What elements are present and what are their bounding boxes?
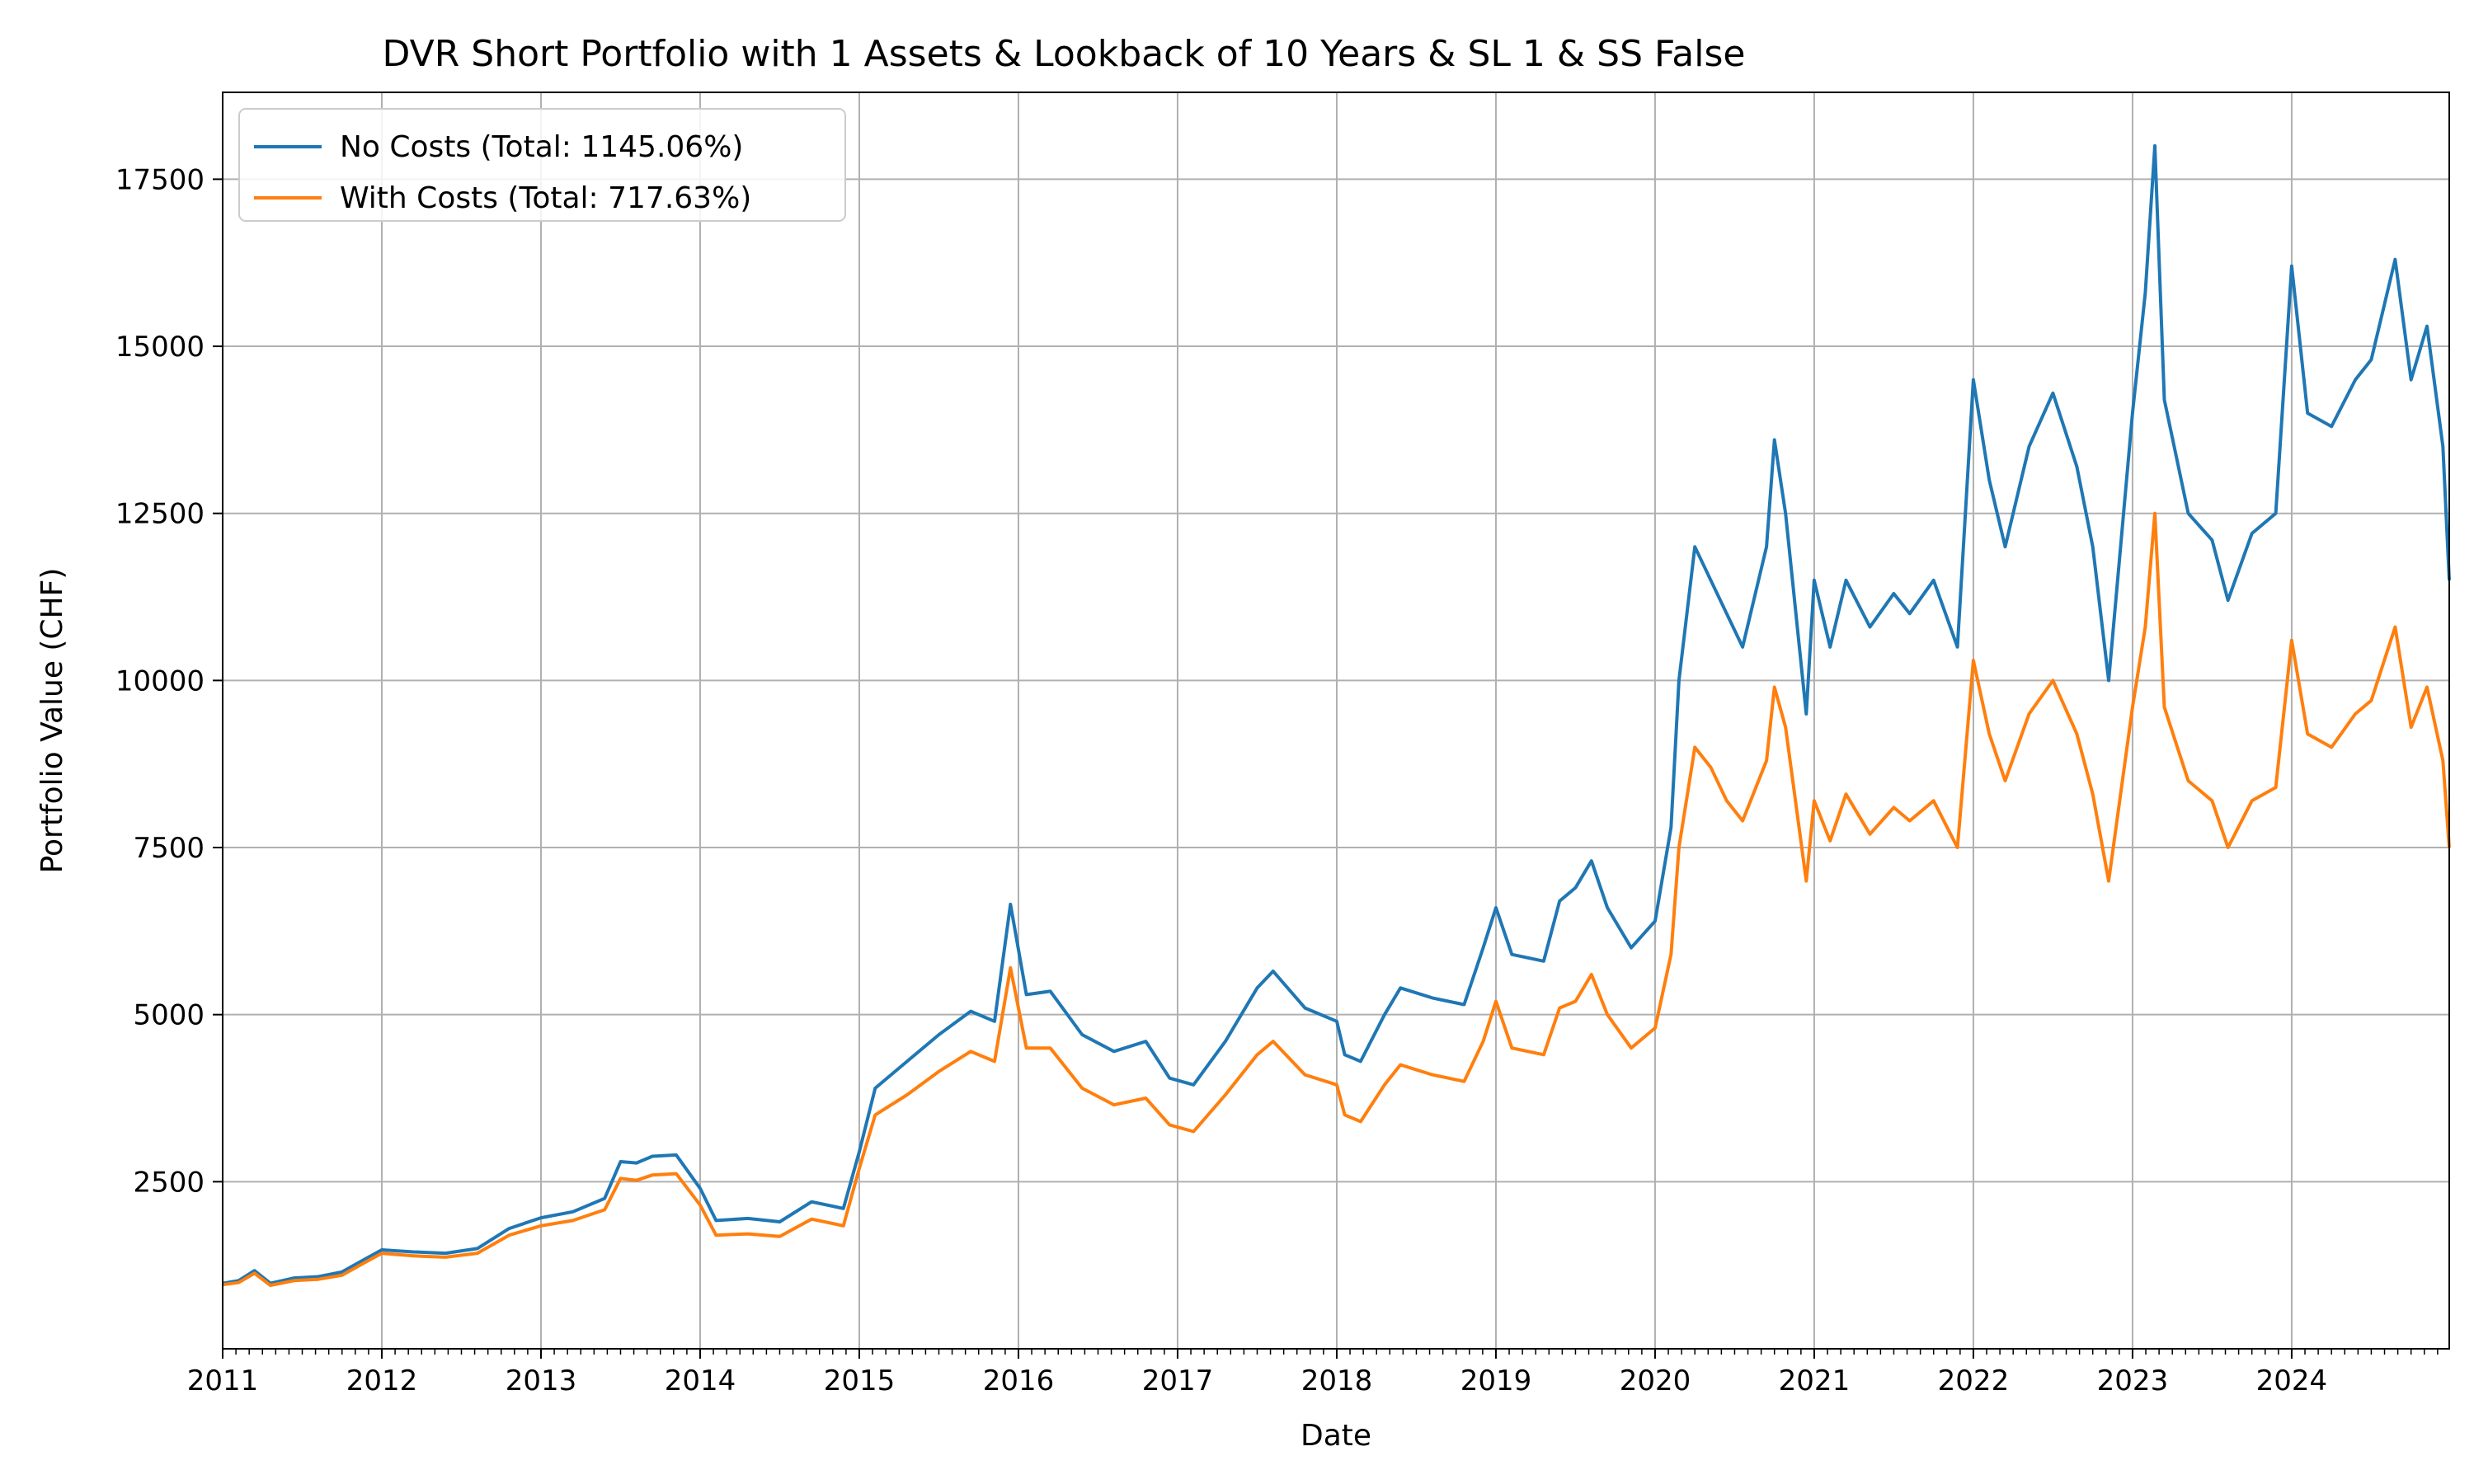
y-tick-label: 17500: [115, 163, 205, 196]
y-tick-label: 7500: [133, 832, 205, 865]
x-tick-label: 2024: [2256, 1364, 2328, 1397]
legend-entry-no-costs: No Costs (Total: 1145.06%): [340, 130, 743, 164]
x-axis-label: Date: [1300, 1419, 1371, 1453]
x-tick-label: 2012: [346, 1364, 418, 1397]
x-tick-label: 2022: [1938, 1364, 2010, 1397]
x-tick-label: 2011: [187, 1364, 259, 1397]
y-tick-label: 2500: [133, 1166, 205, 1199]
x-tick-label: 2021: [1779, 1364, 1851, 1397]
series-line-no-costs: [222, 143, 2451, 1285]
series-lines: [222, 143, 2451, 1287]
y-tick-label: 12500: [115, 498, 205, 531]
x-tick-label: 2018: [1301, 1364, 1373, 1397]
legend-entry-with-costs: With Costs (Total: 717.63%): [340, 181, 751, 215]
x-tick-label: 2014: [665, 1364, 736, 1397]
y-axis-label: Portfolio Value (CHF): [35, 568, 69, 874]
x-tick-label: 2017: [1142, 1364, 1214, 1397]
x-tick-label: 2019: [1460, 1364, 1532, 1397]
chart-title: DVR Short Portfolio with 1 Assets & Look…: [383, 33, 1746, 75]
x-axis: 2011 2012 2013 2014 2015 2016 2017 2018 2019 2020…: [187, 1349, 2439, 1397]
x-tick-label: 2013: [506, 1364, 577, 1397]
legend-box: [238, 108, 846, 222]
y-tick-label: 15000: [115, 331, 205, 364]
series-line-with-costs: [222, 511, 2451, 1287]
x-tick-label: 2016: [983, 1364, 1055, 1397]
legend: No Costs (Total: 1145.06%) With Costs (To…: [238, 108, 846, 222]
y-axis: 2500 5000 7500 10000 12500 15000 17500: [115, 163, 223, 1199]
y-tick-label: 5000: [133, 999, 205, 1032]
x-tick-label: 2015: [824, 1364, 896, 1397]
x-tick-label: 2020: [1620, 1364, 1691, 1397]
y-tick-label: 10000: [115, 665, 205, 697]
x-tick-label: 2023: [2097, 1364, 2169, 1397]
grid: [222, 92, 2449, 1349]
